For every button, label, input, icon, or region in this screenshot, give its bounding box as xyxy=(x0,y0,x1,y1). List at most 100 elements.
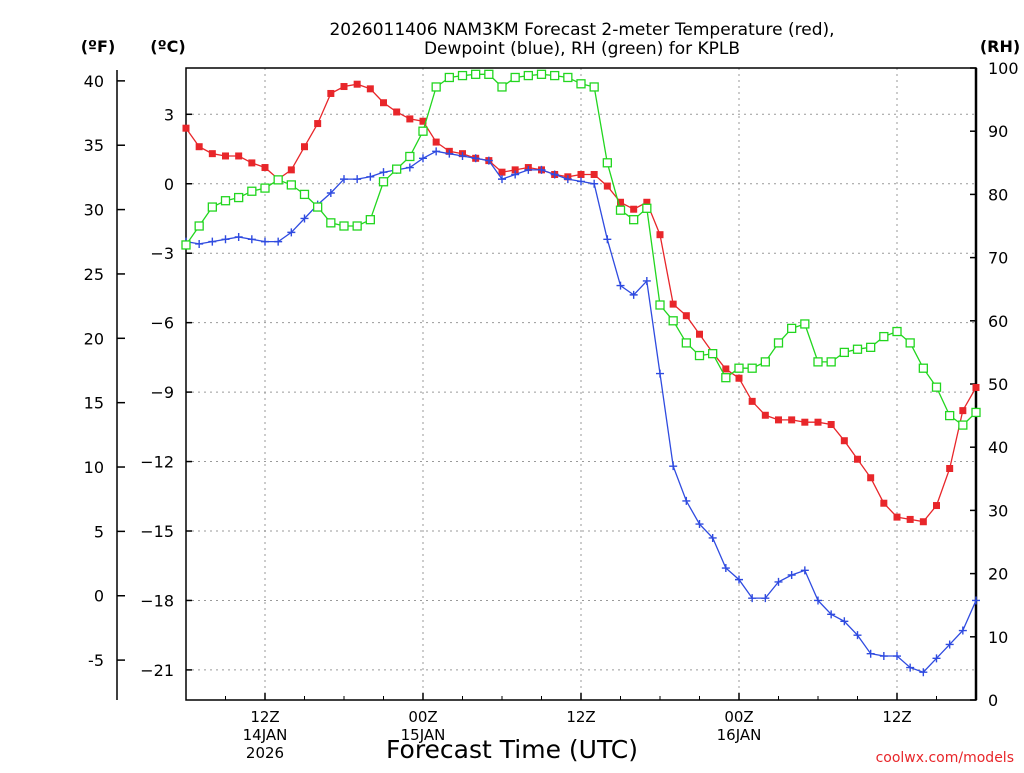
dewpoint-point xyxy=(814,596,822,605)
dewpoint-point xyxy=(682,496,691,505)
temperature-point xyxy=(933,502,940,510)
rh-point xyxy=(813,357,823,367)
dewpoint-point xyxy=(471,154,480,163)
rh-point xyxy=(299,189,310,200)
dewpoint-point xyxy=(274,237,283,246)
dewpoint-point xyxy=(261,237,269,246)
temperature-point xyxy=(287,166,295,174)
dewpoint-point xyxy=(642,276,651,285)
rh-point xyxy=(181,240,191,250)
dewpoint-point xyxy=(603,235,612,244)
temperature-point xyxy=(827,421,835,429)
temperature-point xyxy=(867,474,875,482)
rh-point xyxy=(234,192,244,203)
dewpoint-point xyxy=(195,239,204,248)
celsius-tick-label: −9 xyxy=(150,383,174,402)
temperature-point xyxy=(248,159,256,167)
rh-point xyxy=(247,186,257,196)
dewpoint-point xyxy=(484,156,493,165)
rh-point xyxy=(773,338,784,348)
dewpoint-point xyxy=(326,189,335,198)
temperature-point xyxy=(801,418,809,426)
temperature-point xyxy=(498,168,506,176)
rh-point xyxy=(747,363,757,373)
rh-point xyxy=(576,79,586,89)
dewpoint-point xyxy=(893,652,901,661)
dewpoint-point xyxy=(761,594,770,603)
rh-point xyxy=(615,205,626,215)
dewpoint-point xyxy=(498,175,506,184)
temperature-point xyxy=(366,85,374,93)
rh-tick-label: 70 xyxy=(988,249,1008,268)
dewpoint-point xyxy=(958,626,967,635)
rh-point xyxy=(852,344,863,354)
rh-point xyxy=(352,221,362,231)
dewpoint-point xyxy=(972,596,980,605)
dewpoint-point xyxy=(419,154,427,163)
temperature-point xyxy=(696,330,703,338)
rh-point xyxy=(378,177,389,187)
dewpoint-point xyxy=(669,462,678,471)
rh-point xyxy=(734,363,744,373)
rh-point xyxy=(839,347,849,358)
temperature-point xyxy=(919,518,927,526)
fahrenheit-tick-label: 35 xyxy=(84,136,104,155)
rh-point xyxy=(931,382,942,392)
rh-point xyxy=(286,180,296,190)
rh-tick-label: 60 xyxy=(988,312,1008,331)
temperature-point xyxy=(208,150,216,158)
rh-point xyxy=(918,363,928,373)
celsius-tick-label: 3 xyxy=(164,105,174,124)
temperature-point xyxy=(906,515,914,523)
rh-point xyxy=(550,70,560,81)
rh-point xyxy=(708,349,718,359)
rh-point xyxy=(866,342,876,352)
dewpoint-point xyxy=(774,577,783,586)
rh-tick-label: 100 xyxy=(988,59,1019,78)
rh-point xyxy=(971,407,981,418)
rh-point xyxy=(629,215,639,225)
temperature-point xyxy=(893,513,901,521)
temperature-point xyxy=(946,464,954,472)
fahrenheit-tick-label: 20 xyxy=(84,329,104,348)
fahrenheit-tick-label: 15 xyxy=(84,394,104,413)
x-axis-label: Forecast Time (UTC) xyxy=(386,735,638,764)
temperature-point xyxy=(959,407,967,415)
dewpoint-point xyxy=(208,237,217,246)
temperature-point xyxy=(643,198,651,206)
temperature-point xyxy=(748,397,756,405)
rh-point xyxy=(787,323,797,334)
rh-point xyxy=(905,338,915,348)
dewpoint-point xyxy=(708,533,717,542)
dewpoint-point xyxy=(577,177,585,186)
rh-tick-label: 30 xyxy=(988,501,1008,520)
dewpoint-point xyxy=(800,566,809,575)
rh-point xyxy=(642,203,652,213)
axis-ticks: 30−3−6−9−12−15−18−214035302520151050-510… xyxy=(84,59,1019,710)
temperature-point xyxy=(972,383,980,391)
dewpoint-point xyxy=(656,369,664,378)
dewpoint-point xyxy=(629,290,638,299)
time-tick-label: 15JAN xyxy=(401,726,446,744)
temperature-point xyxy=(840,437,848,445)
temperature-point xyxy=(722,365,730,373)
rh-point xyxy=(457,70,468,81)
dewpoint-point xyxy=(300,214,309,223)
rh-point xyxy=(958,420,968,430)
chart-title-line2: Dewpoint (blue), RH (green) for KPLB xyxy=(424,39,740,59)
rh-point xyxy=(418,126,428,136)
rh-point xyxy=(471,69,481,79)
rh-point xyxy=(589,82,599,92)
rh-point xyxy=(760,357,770,367)
temperature-point xyxy=(419,117,427,125)
time-tick-label: 00Z xyxy=(408,708,437,726)
rh-point xyxy=(365,215,375,225)
rh-point xyxy=(194,221,204,231)
rh-point xyxy=(668,316,678,326)
temperature-point xyxy=(301,143,308,151)
dewpoint-point xyxy=(405,163,414,172)
dewpoint-point xyxy=(945,640,954,649)
